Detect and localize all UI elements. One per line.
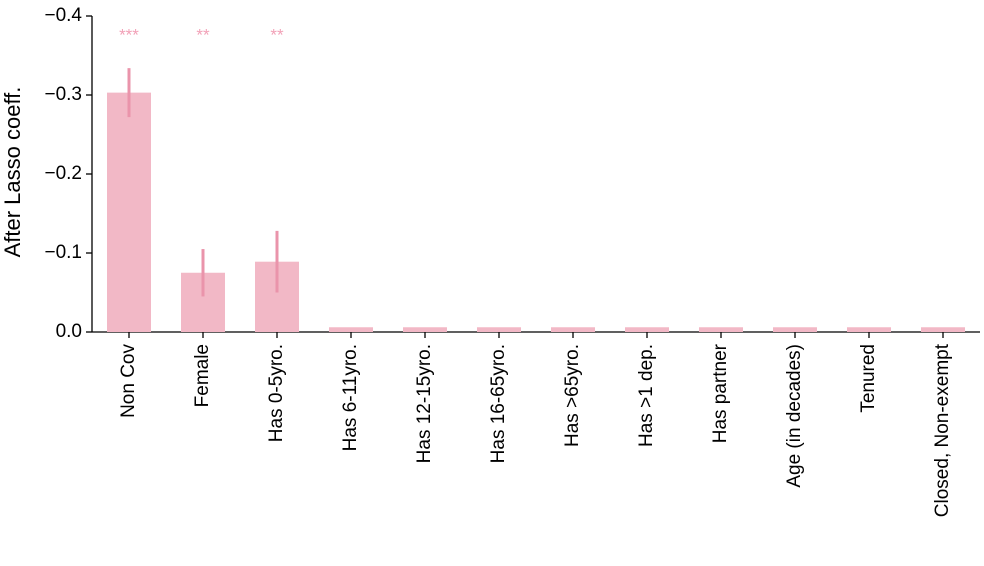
x-tick-label: Has 12-15yro. — [414, 344, 435, 463]
x-tick-label: Non Cov — [118, 344, 139, 418]
y-tick-label: −0.4 — [44, 5, 82, 26]
bar — [625, 327, 669, 332]
bar — [403, 327, 447, 332]
y-tick-label: −0.2 — [44, 163, 82, 184]
bar — [107, 92, 151, 332]
significance: *** — [119, 25, 139, 44]
bar — [773, 327, 817, 332]
significance: ** — [270, 25, 284, 44]
x-tick-label: Age (in decades) — [784, 344, 805, 488]
bar — [551, 327, 595, 332]
bar — [699, 327, 743, 332]
bar — [921, 327, 965, 332]
y-tick-label: 0.0 — [56, 321, 82, 342]
bar — [477, 327, 521, 332]
x-tick-label: Has >65yro. — [562, 344, 583, 447]
x-tick-label: Tenured — [858, 344, 879, 413]
bar — [329, 327, 373, 332]
y-axis-label: After Lasso coeff. — [0, 87, 25, 258]
x-tick-label: Female — [192, 344, 213, 407]
significance: ** — [196, 25, 210, 44]
x-tick-label: Has 6-11yro. — [340, 344, 361, 451]
x-tick-label: Has 16-65yro. — [488, 344, 509, 463]
x-tick-label: Closed, Non-exempt — [932, 343, 953, 517]
bar — [847, 327, 891, 332]
x-tick-label: Has 0-5yro. — [266, 344, 287, 442]
x-tick-label: Has partner — [710, 343, 731, 443]
y-tick-label: −0.1 — [44, 242, 82, 263]
x-tick-label: Has >1 dep. — [636, 344, 657, 447]
y-tick-label: −0.3 — [44, 84, 82, 105]
